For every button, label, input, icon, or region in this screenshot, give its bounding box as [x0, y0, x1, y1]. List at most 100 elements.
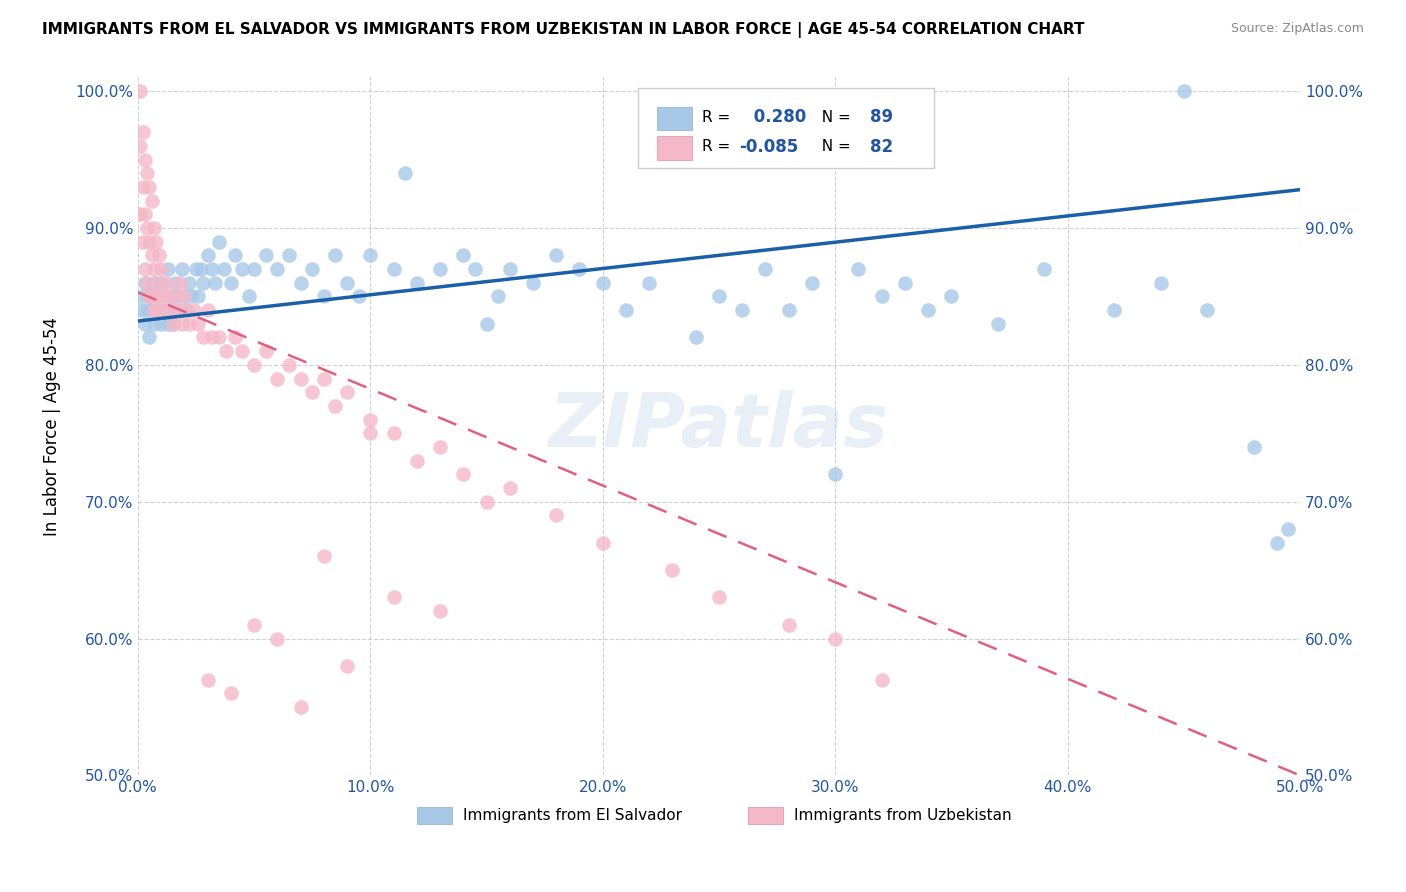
Point	[429, 440, 451, 454]
Point	[197, 673, 219, 687]
Point	[145, 303, 167, 318]
Point	[359, 412, 381, 426]
Point	[166, 303, 188, 318]
Point	[152, 289, 174, 303]
Text: Source: ZipAtlas.com: Source: ZipAtlas.com	[1230, 22, 1364, 36]
FancyBboxPatch shape	[637, 88, 934, 169]
Point	[336, 385, 359, 400]
Point	[231, 344, 253, 359]
Point	[870, 289, 893, 303]
Point	[800, 276, 823, 290]
Point	[165, 276, 187, 290]
Point	[870, 673, 893, 687]
Point	[499, 262, 522, 277]
Point	[266, 262, 288, 277]
Point	[778, 303, 800, 318]
Point	[134, 276, 156, 290]
Point	[614, 303, 637, 318]
Point	[180, 289, 202, 303]
Bar	[658, 136, 692, 160]
Point	[290, 371, 312, 385]
Text: 82: 82	[870, 137, 893, 155]
Point	[143, 317, 166, 331]
Point	[394, 166, 416, 180]
Point	[347, 289, 370, 303]
Point	[143, 276, 166, 290]
Point	[325, 399, 347, 413]
Point	[592, 276, 614, 290]
Point	[212, 262, 235, 277]
Point	[150, 303, 173, 318]
Point	[661, 563, 683, 577]
Point	[451, 467, 474, 482]
Point	[987, 317, 1010, 331]
Point	[1173, 84, 1195, 98]
Point	[148, 289, 170, 303]
Point	[254, 248, 277, 262]
Point	[301, 262, 323, 277]
Point	[145, 235, 167, 249]
Point	[136, 166, 159, 180]
Point	[325, 248, 347, 262]
Point	[176, 303, 198, 318]
Point	[475, 494, 498, 508]
Point	[143, 262, 166, 277]
Text: R =: R =	[702, 110, 735, 125]
Point	[778, 618, 800, 632]
Point	[157, 317, 180, 331]
Point	[266, 632, 288, 646]
Point	[451, 248, 474, 262]
Point	[129, 139, 152, 153]
Point	[231, 262, 253, 277]
Point	[238, 289, 260, 303]
Point	[592, 535, 614, 549]
Point	[157, 262, 180, 277]
Point	[201, 262, 224, 277]
Point	[191, 276, 214, 290]
Point	[894, 276, 917, 290]
Point	[190, 262, 212, 277]
Point	[754, 262, 776, 277]
Point	[138, 289, 160, 303]
Point	[187, 317, 209, 331]
Point	[429, 604, 451, 618]
Bar	[748, 806, 783, 824]
Point	[546, 248, 568, 262]
Point	[131, 125, 153, 139]
Point	[159, 289, 181, 303]
Point	[312, 371, 335, 385]
Point	[145, 289, 167, 303]
Point	[266, 371, 288, 385]
Point	[707, 591, 730, 605]
Point	[197, 248, 219, 262]
Point	[141, 194, 163, 208]
Point	[731, 303, 754, 318]
Point	[941, 289, 963, 303]
Point	[312, 549, 335, 564]
Point	[568, 262, 591, 277]
Point	[150, 276, 173, 290]
Point	[917, 303, 939, 318]
Point	[148, 248, 170, 262]
Point	[336, 659, 359, 673]
Point	[824, 632, 846, 646]
Point	[359, 248, 381, 262]
Point	[136, 221, 159, 235]
Point	[208, 235, 231, 249]
Point	[546, 508, 568, 523]
Text: 89: 89	[870, 108, 893, 127]
Point	[405, 453, 427, 467]
Point	[1102, 303, 1125, 318]
Point	[187, 289, 209, 303]
Point	[170, 317, 193, 331]
Point	[219, 276, 242, 290]
Point	[134, 207, 156, 221]
Text: -0.085: -0.085	[738, 137, 799, 155]
Point	[131, 235, 153, 249]
Point	[152, 303, 174, 318]
Point	[405, 276, 427, 290]
Point	[134, 317, 156, 331]
Point	[312, 289, 335, 303]
Point	[173, 289, 195, 303]
Point	[138, 330, 160, 344]
